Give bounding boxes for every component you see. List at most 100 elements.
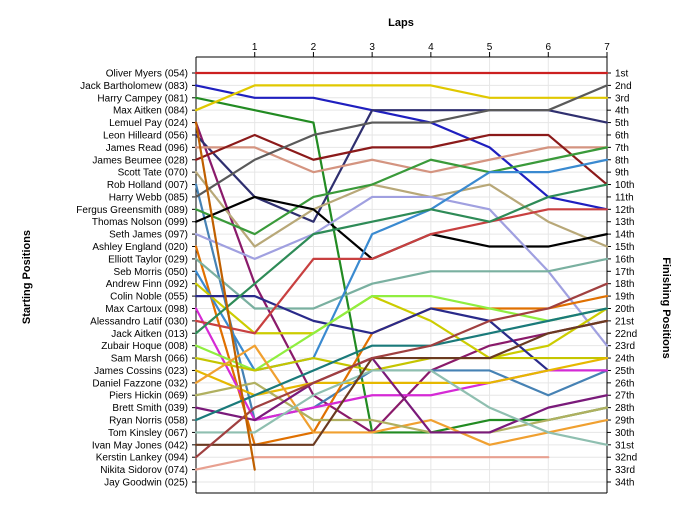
starting-position-label: Fergus Greensmith (089) [76, 205, 188, 216]
series-line [194, 294, 609, 372]
finishing-position-label: 5th [615, 118, 629, 129]
series-line [194, 146, 609, 174]
series-line [194, 356, 609, 397]
starting-position-label: James Read (096) [106, 143, 188, 154]
series-line [194, 294, 609, 372]
starting-position-label: Sam Marsh (066) [111, 354, 188, 365]
tick-labels: 1 2 3 4 5 6 7 Oliver Myers (054)Jack Bartholome… [76, 42, 637, 489]
x-tick-label: 1 [252, 42, 258, 53]
starting-position-label: Seb Morris (050) [114, 267, 188, 278]
finishing-position-label: 29th [615, 416, 634, 427]
starting-position-label: Piers Hickin (069) [109, 391, 188, 402]
series-line [194, 282, 609, 459]
starting-position-label: Max Aitken (084) [113, 106, 188, 117]
series-line [194, 282, 609, 360]
starting-position-label: Elliott Taylor (029) [108, 254, 188, 265]
starting-position-label: Lemuel Pay (024) [109, 118, 188, 129]
finishing-position-label: 33rd [615, 465, 635, 476]
finishing-position-label: 4th [615, 106, 629, 117]
series-line [194, 208, 609, 335]
starting-position-label: Scott Tate (070) [118, 168, 188, 179]
finishing-position-label: 28th [615, 403, 634, 414]
finishing-position-label: 23rd [615, 341, 635, 352]
y-axis-title-left: Starting Positions [21, 230, 33, 324]
finishing-position-label: 13th [615, 217, 634, 228]
starting-position-label: Jack Bartholomew (083) [80, 81, 188, 92]
starting-position-label: Nikita Sidorov (074) [100, 465, 188, 476]
series-line [194, 381, 609, 434]
finishing-position-label: 31st [615, 440, 634, 451]
series-line [194, 356, 609, 372]
starting-position-label: Jack Aitken (013) [111, 329, 188, 340]
starting-position-label: Leon Hilleard (056) [103, 130, 188, 141]
series-line [194, 183, 609, 335]
finishing-position-label: 11th [615, 192, 634, 203]
finishing-position-label: 8th [615, 155, 629, 166]
x-axis-title: Laps [388, 17, 414, 29]
finishing-position-label: 32nd [615, 453, 637, 464]
starting-position-label: Ryan Norris (058) [109, 416, 188, 427]
series-lines [194, 71, 609, 471]
starting-position-label: Andrew Finn (092) [106, 279, 188, 290]
finishing-position-label: 19th [615, 292, 634, 303]
finishing-position-label: 16th [615, 254, 634, 265]
starting-position-label: Brett Smith (039) [112, 403, 188, 414]
starting-position-label: James Beumee (028) [92, 155, 188, 166]
x-tick-label: 2 [311, 42, 317, 53]
starting-position-label: Harry Campey (081) [97, 93, 188, 104]
series-line [194, 84, 609, 211]
starting-position-label: Daniel Fazzone (032) [92, 378, 188, 389]
finishing-position-label: 14th [615, 230, 634, 241]
series-line [194, 257, 609, 310]
finishing-position-label: 7th [615, 143, 629, 154]
y-axis-title-right: Finishing Positions [660, 257, 672, 358]
finishing-position-label: 25th [615, 366, 634, 377]
finishing-position-label: 18th [615, 279, 634, 290]
starting-position-label: Alessandro Latif (030) [90, 316, 188, 327]
finishing-position-label: 2nd [615, 81, 632, 92]
starting-position-label: Kerstin Lankey (094) [96, 453, 188, 464]
finishing-position-label: 9th [615, 168, 629, 179]
x-tick-label: 7 [604, 42, 610, 53]
starting-position-label: Jay Goodwin (025) [104, 478, 188, 489]
finishing-position-label: 10th [615, 180, 634, 191]
finishing-position-label: 22nd [615, 329, 637, 340]
series-line [194, 146, 609, 236]
series-line [194, 307, 609, 422]
starting-position-label: Thomas Nolson (099) [92, 217, 188, 228]
series-line [194, 369, 609, 446]
finishing-position-label: 1st [615, 69, 629, 80]
series-line [194, 356, 609, 434]
series-line [194, 121, 609, 434]
series-line [194, 84, 609, 199]
finishing-position-label: 26th [615, 378, 634, 389]
starting-position-label: Ivan May Jones (042) [92, 440, 188, 451]
finishing-position-label: 17th [615, 267, 634, 278]
starting-position-label: James Cossins (023) [94, 366, 188, 377]
finishing-position-label: 12th [615, 205, 634, 216]
series-line [194, 121, 256, 471]
series-line [194, 84, 609, 112]
series-line [194, 456, 550, 471]
series-line [194, 171, 609, 248]
finishing-position-label: 21st [615, 316, 634, 327]
x-tick-label: 4 [428, 42, 434, 53]
starting-position-label: Max Cartoux (098) [105, 304, 188, 315]
x-tick-label: 6 [546, 42, 552, 53]
starting-position-label: Colin Noble (055) [110, 292, 188, 303]
series-line [194, 195, 609, 347]
finishing-position-label: 34th [615, 478, 634, 489]
starting-position-label: Oliver Myers (054) [106, 69, 188, 80]
finishing-position-label: 20th [615, 304, 634, 315]
starting-position-label: Rob Holland (007) [107, 180, 188, 191]
series-line [194, 133, 609, 186]
starting-position-label: Harry Webb (085) [109, 192, 188, 203]
finishing-position-label: 24th [615, 354, 634, 365]
finishing-position-label: 6th [615, 130, 629, 141]
starting-position-label: Ashley England (020) [92, 242, 188, 253]
series-line [194, 319, 609, 446]
starting-position-label: Seth James (097) [109, 230, 188, 241]
series-line [194, 96, 609, 434]
x-tick-label: 3 [369, 42, 375, 53]
